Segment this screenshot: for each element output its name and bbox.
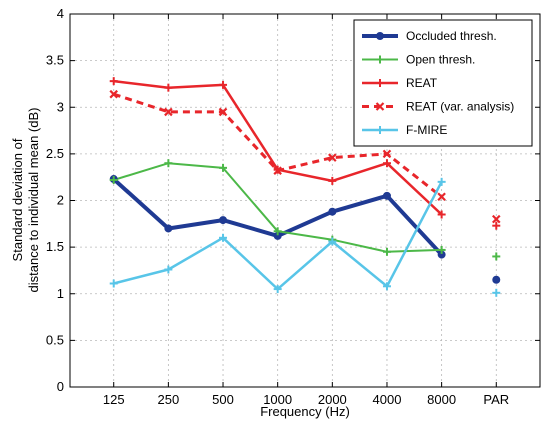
data-point bbox=[273, 166, 282, 175]
data-point bbox=[382, 282, 391, 291]
y-tick-label: 4 bbox=[57, 6, 64, 21]
legend-label: F-MIRE bbox=[406, 123, 447, 137]
data-point bbox=[382, 149, 392, 159]
legend-label: REAT bbox=[406, 76, 438, 90]
data-point bbox=[109, 77, 118, 86]
data-point bbox=[109, 89, 118, 99]
y-axis-title-line2: distance to individual mean (dB) bbox=[26, 108, 41, 293]
par-point bbox=[492, 221, 501, 230]
data-point bbox=[382, 159, 391, 168]
data-point bbox=[382, 247, 391, 256]
data-point bbox=[219, 80, 228, 89]
data-point bbox=[218, 107, 228, 117]
legend-marker bbox=[376, 32, 384, 40]
y-tick-label: 3 bbox=[57, 99, 64, 114]
plot-frame bbox=[69, 13, 541, 388]
series-markers bbox=[109, 77, 501, 297]
data-point bbox=[328, 207, 337, 216]
data-point bbox=[328, 237, 337, 246]
par-point bbox=[492, 214, 501, 224]
legend-label: Occluded thresh. bbox=[406, 29, 497, 43]
x-tick-label: 4000 bbox=[373, 392, 402, 407]
y-tick-label: 0.5 bbox=[46, 332, 64, 347]
par-point bbox=[492, 288, 501, 297]
data-point bbox=[437, 177, 446, 186]
x-tick-label: 8000 bbox=[427, 392, 456, 407]
legend-entry: Open thresh. bbox=[362, 53, 475, 67]
legend-entry: F-MIRE bbox=[362, 123, 447, 137]
data-point bbox=[437, 245, 446, 254]
data-point bbox=[109, 175, 118, 184]
y-axis-title-line1: Standard deviation of bbox=[10, 138, 25, 261]
legend-marker bbox=[376, 79, 384, 87]
x-tick-label: PAR bbox=[483, 392, 509, 407]
data-point bbox=[219, 233, 228, 242]
par-point bbox=[492, 275, 501, 284]
legend-entry: Occluded thresh. bbox=[362, 29, 497, 43]
x-tick-label: 2000 bbox=[318, 392, 347, 407]
x-tick-label: 125 bbox=[103, 392, 125, 407]
par-point bbox=[492, 252, 501, 261]
data-point bbox=[382, 191, 391, 200]
data-point bbox=[273, 227, 282, 236]
data-point bbox=[164, 83, 173, 92]
y-tick-label: 2.5 bbox=[46, 146, 64, 161]
data-point bbox=[219, 163, 228, 172]
data-point bbox=[273, 285, 282, 294]
data-point bbox=[219, 216, 228, 225]
y-tick-label: 3.5 bbox=[46, 53, 64, 68]
y-tick-label: 1.5 bbox=[46, 239, 64, 254]
legend-label: Open thresh. bbox=[406, 53, 475, 67]
data-point bbox=[328, 153, 337, 162]
x-axis: 125 250 500 1000 2000 4000 8000 PAR bbox=[103, 14, 509, 407]
legend-entry: REAT bbox=[362, 76, 438, 90]
data-point bbox=[437, 192, 446, 202]
data-point bbox=[437, 210, 446, 219]
data-point bbox=[164, 265, 173, 274]
gridlines bbox=[70, 13, 540, 388]
x-axis-title: Frequency (Hz) bbox=[260, 404, 350, 419]
data-point bbox=[164, 224, 173, 233]
legend-marker bbox=[376, 126, 384, 134]
data-point bbox=[164, 107, 173, 117]
y-tick-label: 1 bbox=[57, 286, 64, 301]
data-point bbox=[328, 176, 337, 185]
legend-marker bbox=[375, 102, 385, 111]
data-point bbox=[109, 279, 118, 288]
legend: Occluded thresh. Open thresh. REAT REAT (va… bbox=[353, 19, 533, 147]
x-tick-label: 1000 bbox=[263, 392, 292, 407]
legend-label: REAT (var. analysis) bbox=[406, 100, 514, 114]
x-tick-label: 500 bbox=[212, 392, 234, 407]
data-point bbox=[164, 159, 173, 168]
legend-entry: REAT (var. analysis) bbox=[362, 100, 514, 114]
y-tick-label: 2 bbox=[57, 193, 64, 208]
legend-marker bbox=[376, 55, 384, 64]
x-tick-label: 250 bbox=[158, 392, 180, 407]
y-tick-label: 0 bbox=[57, 379, 64, 394]
